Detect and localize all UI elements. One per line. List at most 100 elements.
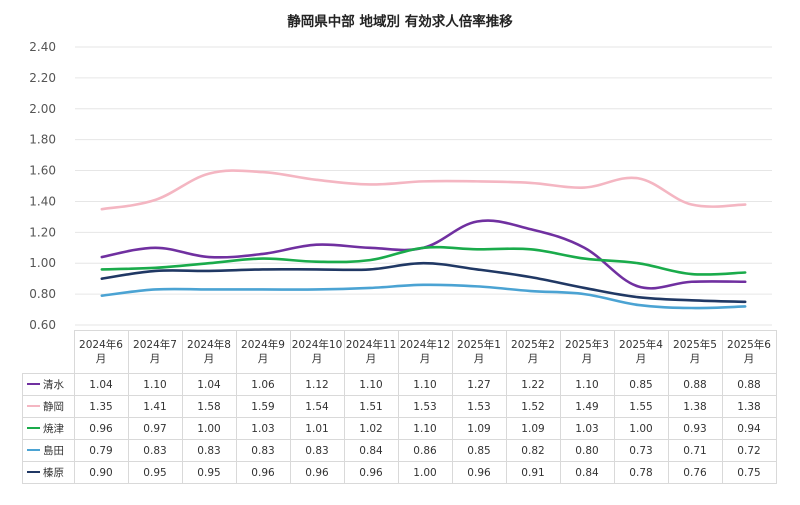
category-label: 2024年12月 (397, 330, 453, 374)
data-label: 0.88 (667, 373, 723, 396)
data-label: 1.52 (505, 395, 561, 418)
data-label: 1.00 (397, 461, 453, 484)
series-name: 焼津 (43, 423, 64, 435)
data-label: 0.88 (721, 373, 777, 396)
data-label: 1.10 (559, 373, 615, 396)
data-label: 0.71 (667, 439, 723, 462)
data-label: 0.96 (235, 461, 291, 484)
data-label: 1.02 (343, 417, 399, 440)
y-axis: 0.60 0.80 1.00 1.20 1.40 1.60 1.80 2.00 2.20 2.40 (29, 40, 56, 330)
y-tick-label: 0.60 (29, 318, 56, 330)
data-label: 0.80 (559, 439, 615, 462)
legend-swatch (27, 470, 40, 474)
legend-swatch (27, 382, 40, 386)
data-label: 0.94 (721, 417, 777, 440)
y-tick-label: 1.20 (29, 225, 56, 239)
data-label: 1.38 (667, 395, 723, 418)
data-table-body: 清水 1.04 1.10 1.04 1.06 1.12 1.10 1.10 1.27 1.22 1.… (22, 373, 777, 484)
data-label: 0.76 (667, 461, 723, 484)
data-table-corner (22, 330, 75, 374)
category-label: 2025年5月 (667, 330, 723, 374)
y-tick-label: 2.20 (29, 71, 56, 85)
data-label: 0.97 (127, 417, 183, 440)
series-name: 清水 (43, 379, 64, 391)
data-label: 1.35 (73, 395, 129, 418)
data-label: 0.82 (505, 439, 561, 462)
data-label: 0.84 (343, 439, 399, 462)
data-table-row: 島田 0.79 0.83 0.83 0.83 0.83 0.84 0.86 0.85 0.82 0.… (22, 439, 777, 462)
category-label: 2024年6月 (73, 330, 129, 374)
data-label: 1.53 (397, 395, 453, 418)
data-label: 1.55 (613, 395, 669, 418)
category-label: 2024年11月 (343, 330, 399, 374)
data-label: 1.38 (721, 395, 777, 418)
data-label: 0.78 (613, 461, 669, 484)
data-table-header: 2024年6月 2024年7月 2024年8月 2024年9月 2024年10月 2024… (22, 330, 777, 374)
series-name: 静岡 (43, 401, 64, 413)
data-label: 1.54 (289, 395, 345, 418)
category-label: 2025年1月 (451, 330, 507, 374)
data-label: 1.03 (235, 417, 291, 440)
legend-entry: 榛原 (22, 461, 75, 484)
data-label: 1.04 (73, 373, 129, 396)
data-label: 1.59 (235, 395, 291, 418)
data-label: 0.85 (613, 373, 669, 396)
series-name: 榛原 (43, 467, 64, 479)
data-table-row: 静岡 1.35 1.41 1.58 1.59 1.54 1.51 1.53 1.53 1.52 1.… (22, 395, 777, 418)
data-label: 1.27 (451, 373, 507, 396)
data-label: 1.10 (397, 417, 453, 440)
data-label: 0.83 (181, 439, 237, 462)
data-label: 0.85 (451, 439, 507, 462)
data-label: 0.86 (397, 439, 453, 462)
data-label: 1.22 (505, 373, 561, 396)
series-line-0 (100, 219, 747, 290)
line-chart-plot: 0.60 0.80 1.00 1.20 1.40 1.60 1.80 2.00 2.20 2.40 (29, 40, 772, 330)
data-label: 0.96 (343, 461, 399, 484)
legend-entry: 清水 (22, 373, 75, 396)
series-line-2 (100, 245, 747, 276)
category-label: 2024年8月 (181, 330, 237, 374)
y-tick-label: 1.80 (29, 133, 56, 147)
data-label: 0.90 (73, 461, 129, 484)
data-label: 1.10 (343, 373, 399, 396)
data-label: 1.49 (559, 395, 615, 418)
y-tick-label: 2.40 (29, 40, 56, 54)
data-label: 1.03 (559, 417, 615, 440)
data-label: 0.96 (289, 461, 345, 484)
data-label: 0.75 (721, 461, 777, 484)
data-label: 1.06 (235, 373, 291, 396)
data-label: 0.83 (289, 439, 345, 462)
data-label: 1.10 (127, 373, 183, 396)
data-label: 0.96 (451, 461, 507, 484)
data-label: 1.04 (181, 373, 237, 396)
data-table-row: 清水 1.04 1.10 1.04 1.06 1.12 1.10 1.10 1.27 1.22 1.… (22, 373, 777, 396)
data-label: 1.12 (289, 373, 345, 396)
data-label: 1.00 (181, 417, 237, 440)
category-label: 2025年2月 (505, 330, 561, 374)
series-name: 島田 (43, 445, 64, 457)
legend-entry: 島田 (22, 439, 75, 462)
series-line-3 (100, 283, 747, 310)
data-label: 1.10 (397, 373, 453, 396)
data-label: 0.83 (127, 439, 183, 462)
gridlines (75, 46, 772, 326)
data-label: 1.00 (613, 417, 669, 440)
series-lines (100, 169, 747, 310)
series-line-1 (100, 169, 747, 211)
data-label: 0.96 (73, 417, 129, 440)
legend-swatch (27, 448, 40, 452)
data-label: 1.53 (451, 395, 507, 418)
data-label: 1.09 (451, 417, 507, 440)
data-label: 0.91 (505, 461, 561, 484)
data-label: 0.73 (613, 439, 669, 462)
data-label: 0.84 (559, 461, 615, 484)
category-label: 2024年10月 (289, 330, 345, 374)
data-label: 0.83 (235, 439, 291, 462)
y-tick-label: 1.00 (29, 256, 56, 270)
category-label: 2024年9月 (235, 330, 291, 374)
data-label: 1.41 (127, 395, 183, 418)
category-label: 2025年3月 (559, 330, 615, 374)
y-tick-label: 0.80 (29, 287, 56, 301)
data-label: 0.79 (73, 439, 129, 462)
